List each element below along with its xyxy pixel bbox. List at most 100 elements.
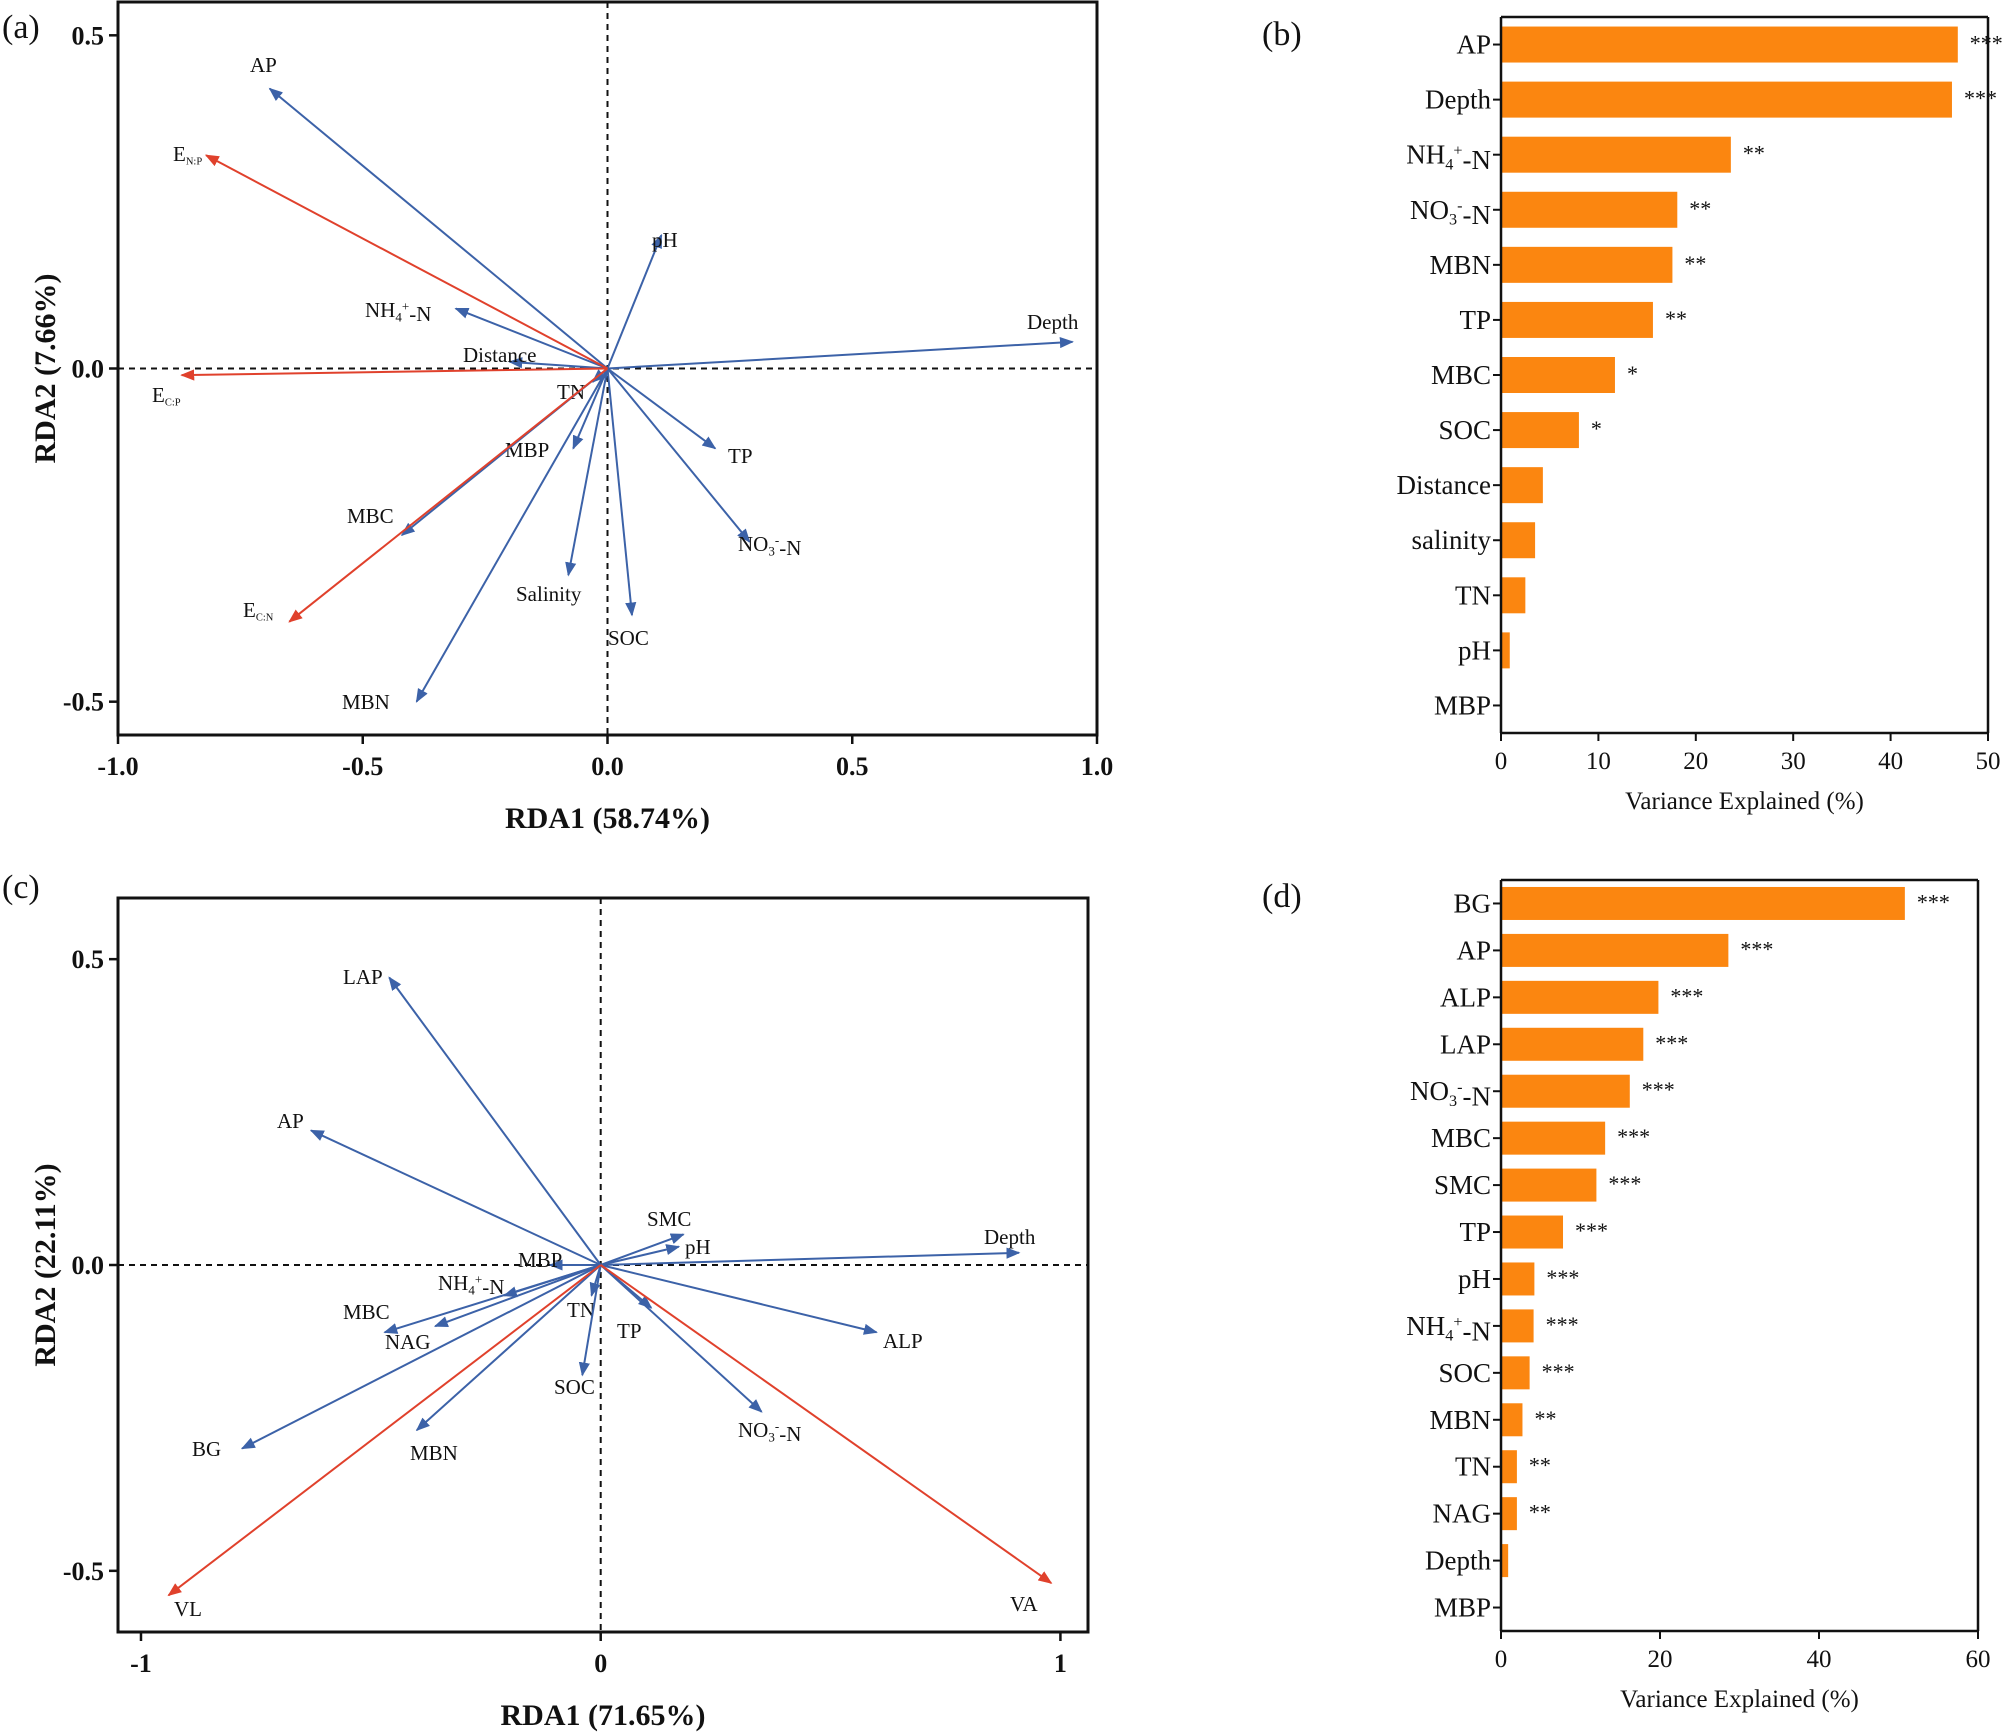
y-tick-label: 0.0 — [72, 1251, 105, 1280]
vector-label-mbn: MBN — [342, 690, 390, 714]
significance-nh4-n: ** — [1743, 141, 1765, 166]
significance-ap: *** — [1970, 31, 2003, 56]
significance-depth: *** — [1964, 86, 1997, 111]
x-tick-label: 40 — [1807, 1646, 1832, 1673]
x-tick-label: 0.0 — [591, 752, 624, 781]
vector-bg — [240, 1264, 602, 1450]
vector-mbp — [572, 368, 609, 450]
bar-nag — [1501, 1497, 1517, 1531]
vector-label-ec-n: EC:N — [243, 598, 274, 624]
y-tick-label: 0.5 — [72, 945, 105, 974]
bar-ph — [1501, 1262, 1535, 1296]
significance-nh4-n: *** — [1546, 1312, 1579, 1337]
x-tick-label: 0 — [594, 1649, 607, 1678]
x-tick-label: 40 — [1878, 748, 1903, 775]
significance-lap: *** — [1655, 1030, 1688, 1055]
y-tick-label: 0.5 — [72, 21, 105, 50]
x-tick-label: 60 — [1966, 1646, 1991, 1673]
vector-label-ph: pH — [685, 1235, 711, 1259]
vector-label-va: VA — [1010, 1592, 1038, 1616]
vector-label-nag: NAG — [385, 1330, 431, 1354]
bar-no3-n — [1501, 1074, 1630, 1108]
vector-depth — [607, 336, 1074, 370]
variance-bar-chart-d: BG *** AP *** ALP *** LAP *** NO3--N *** MBC *** SMC… — [1406, 878, 1991, 1713]
significance-no3-n: *** — [1642, 1077, 1675, 1102]
vector-label-tn: TN — [567, 1298, 595, 1322]
category-label-alp: ALP — [1440, 982, 1491, 1012]
category-label-soc: SOC — [1438, 415, 1491, 445]
category-label-mbp: MBP — [1434, 690, 1491, 720]
category-label-tn: TN — [1455, 1452, 1491, 1482]
vector-label-ph: pH — [652, 228, 678, 252]
x-tick-label: 20 — [1683, 748, 1708, 775]
vector-label-mbp: MBP — [518, 1248, 562, 1272]
significance-tp: *** — [1575, 1218, 1608, 1243]
category-label-ap: AP — [1456, 30, 1491, 60]
vector-nh4-n — [454, 307, 608, 370]
x-tick-label: 1 — [1054, 1649, 1067, 1678]
category-label-nag: NAG — [1433, 1499, 1492, 1529]
x-tick-label: -1.0 — [97, 752, 138, 781]
vector-label-nh4-n: NH4+-N — [438, 1271, 504, 1299]
rda-biplot-c: -1 0 1 -0.5 0.0 0.5 RDA1 (71.65%) RDA2 (22.11%)… — [29, 896, 1090, 1732]
x-tick-label: -1 — [130, 1649, 152, 1678]
vector-ec-n — [288, 367, 609, 623]
category-label-mbc: MBC — [1431, 1123, 1491, 1153]
vector-label-depth: Depth — [1027, 310, 1079, 334]
vector-va — [600, 1264, 1053, 1584]
category-label-depth: Depth — [1425, 85, 1491, 115]
bar-ap — [1501, 933, 1729, 967]
significance-mbn: ** — [1684, 251, 1706, 276]
significance-soc: *** — [1542, 1359, 1575, 1384]
category-label-tp: TP — [1459, 1217, 1491, 1247]
category-label-depth: Depth — [1425, 1546, 1491, 1576]
category-label-ph: pH — [1458, 1264, 1491, 1294]
vector-label-soc: SOC — [608, 626, 649, 650]
category-label-ap: AP — [1456, 935, 1491, 965]
vector-label-bg: BG — [192, 1437, 221, 1461]
panel-label-c: (c) — [2, 869, 40, 906]
vector-ap — [268, 87, 609, 370]
vector-label-no3-n: NO3--N — [738, 532, 801, 560]
vector-label-salinity: Salinity — [516, 582, 582, 606]
category-label-mbn: MBN — [1429, 250, 1491, 280]
x-tick-label: 20 — [1648, 1646, 1673, 1673]
category-label-nh4-n: NH4+-N — [1406, 140, 1491, 175]
significance-tn: ** — [1529, 1453, 1551, 1478]
significance-no3-n: ** — [1689, 196, 1711, 221]
vector-smc — [600, 1233, 685, 1266]
bar-mbn — [1501, 246, 1673, 283]
category-label-no3-n: NO3--N — [1410, 1076, 1491, 1111]
bar-depth — [1501, 81, 1952, 118]
vector-ph — [600, 1244, 681, 1266]
significance-mbn: ** — [1534, 1406, 1556, 1431]
vector-vl — [167, 1264, 602, 1597]
y-axis-label: RDA2 (7.66%) — [29, 274, 62, 464]
vector-ph — [606, 233, 663, 369]
vector-label-ec-p: EC:P — [152, 383, 181, 409]
category-label-tn: TN — [1455, 580, 1491, 610]
vector-mbn — [415, 1264, 602, 1432]
panel-label-a: (a) — [2, 9, 40, 46]
bar-nh4-n — [1501, 1309, 1534, 1343]
category-label-tp: TP — [1459, 305, 1491, 335]
vector-label-mbp: MBP — [505, 438, 549, 462]
vector-soc — [578, 1264, 602, 1377]
vector-ap — [309, 1129, 602, 1266]
vector-label-mbc: MBC — [343, 1300, 390, 1324]
vector-lap — [388, 976, 602, 1266]
vector-label-depth: Depth — [984, 1225, 1036, 1249]
variance-bar-chart-b: AP ***Depth ***NH4+-N **NO3--N **MBN **TP **MB… — [1397, 15, 2003, 815]
bar-ap — [1501, 26, 1958, 63]
vector-tp — [606, 367, 717, 450]
vector-label-ap: AP — [250, 53, 277, 77]
vector-nag — [433, 1264, 602, 1328]
category-label-mbc: MBC — [1431, 360, 1491, 390]
category-label-salinity: salinity — [1412, 525, 1492, 555]
x-axis-label: RDA1 (58.74%) — [505, 802, 710, 835]
x-tick-label: 1.0 — [1081, 752, 1114, 781]
significance-smc: *** — [1608, 1171, 1641, 1196]
bar-lap — [1501, 1027, 1644, 1061]
bar-mbc — [1501, 1121, 1606, 1155]
category-label-lap: LAP — [1440, 1029, 1491, 1059]
